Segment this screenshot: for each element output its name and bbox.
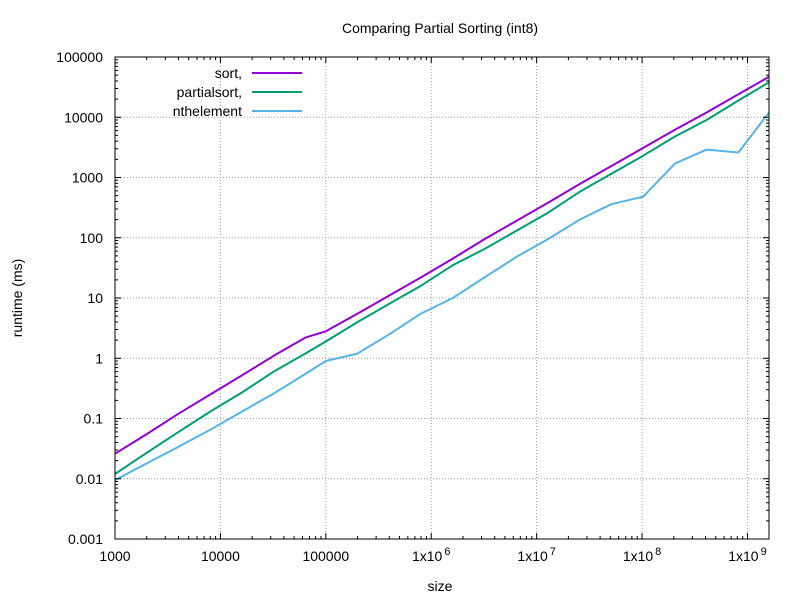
x-tick-label: 1x10 8 [623,546,661,564]
chart-title: Comparing Partial Sorting (int8) [342,20,538,36]
legend-label: nthelement [173,103,242,119]
y-tick-label: 0.01 [76,471,103,487]
y-tick-label: 1 [95,350,103,366]
x-tick-label: 100000 [302,548,349,564]
series-lines [114,75,770,481]
legend: sort, partialsort, nthelement [173,65,302,119]
y-tick-label: 10 [87,290,103,306]
y-tick-label: 10000 [64,109,103,125]
y-tick-label: 100000 [56,49,103,65]
y-tick-label: 100 [80,230,104,246]
axis-ticks [114,56,769,540]
y-tick-label: 0.001 [68,531,103,547]
x-tick-label: 1000 [99,548,130,564]
legend-label: partialsort, [177,84,242,100]
y-tick-label: 1000 [72,170,103,186]
series-line-nthelement [114,111,770,481]
x-tick-label: 1x10 9 [728,546,766,564]
series-line-sort [114,75,770,455]
y-tick-label: 0.1 [84,411,104,427]
x-axis-label: size [428,578,453,594]
x-tick-label: 1x10 6 [412,546,450,564]
grid-lines [115,57,769,539]
legend-label: sort, [215,65,242,81]
series-line-partialsort [114,81,770,475]
x-tick-label: 1x10 7 [517,546,555,564]
x-tick-label: 10000 [201,548,240,564]
tick-labels: 1000 10000 100000 1x10 6 1x10 7 1x10 8 1x10 9 0.001… [56,49,766,564]
y-axis-label: runtime (ms) [9,259,25,338]
